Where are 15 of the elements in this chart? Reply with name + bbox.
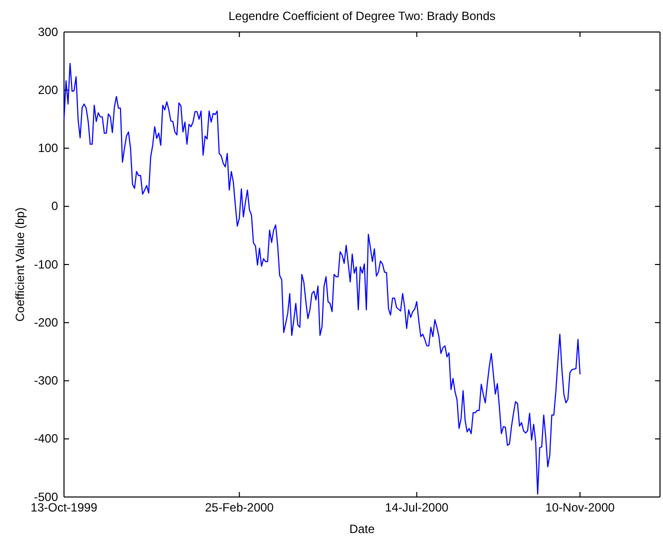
y-tick-label: 100 [38, 141, 58, 156]
line-series [63, 62, 581, 495]
y-tick-label: -400 [34, 432, 58, 446]
y-tick-label: -300 [34, 374, 58, 388]
x-tick-label: 25-Feb-2000 [205, 500, 274, 515]
y-tick-label: -100 [34, 257, 58, 272]
y-tick-label: 0 [51, 199, 58, 214]
x-axis-title: Date [349, 522, 375, 536]
x-tick-label: 10-Nov-2000 [545, 500, 616, 515]
y-tick-label: 200 [38, 82, 58, 97]
y-tick-label: -200 [34, 315, 58, 330]
y-tick-label: 300 [38, 24, 58, 39]
y-axis-title: Coefficient Value (bp) [13, 207, 27, 322]
chart-title: Legendre Coefficient of Degree Two: Brady Bonds [228, 9, 496, 23]
x-tick-label: 14-Jul-2000 [385, 500, 449, 515]
